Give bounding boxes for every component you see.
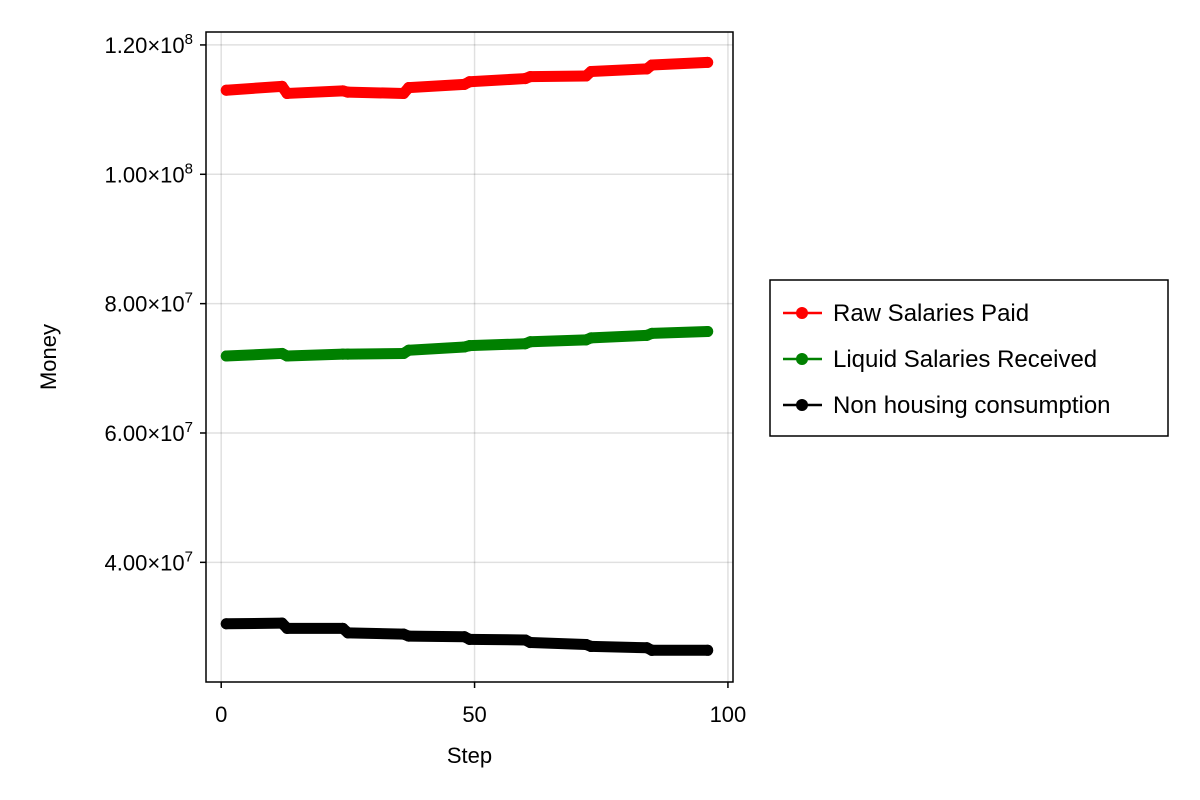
series-segment [464, 338, 531, 352]
x-tick-label: 0 [215, 702, 227, 727]
series-segment [524, 637, 592, 650]
series-segment [342, 347, 410, 360]
series-segment [220, 80, 288, 96]
legend-item: Liquid Salaries Received [783, 346, 1097, 373]
data-point [646, 327, 658, 339]
data-point [281, 87, 293, 99]
series-non-housing-consumption [220, 617, 714, 656]
legend-item: Non housing consumption [783, 392, 1111, 419]
series-segment [646, 325, 714, 339]
data-point [281, 622, 293, 634]
series-segment [220, 347, 288, 362]
x-axis-label: Step [447, 743, 492, 768]
legend-box [769, 279, 1169, 437]
data-point [342, 348, 354, 360]
y-tick-label: 6.00×107 [105, 419, 193, 446]
legend: Raw Salaries Paid Liquid Salaries Receive… [769, 279, 1169, 437]
data-point [702, 325, 714, 337]
ticks: 0 50 100 4.00×107 6.00×107 8.00×107 1.00×108 1.… [105, 31, 747, 727]
data-point [403, 630, 415, 642]
legend-label: Non housing consumption [833, 392, 1111, 419]
data-point [342, 627, 354, 639]
data-point [524, 637, 536, 649]
series-segment [585, 329, 653, 344]
y-axis-label: Money [36, 324, 61, 390]
data-point [220, 84, 232, 96]
data-point [585, 332, 597, 344]
legend-swatch-marker [796, 399, 808, 411]
legend-label: Raw Salaries Paid [833, 300, 1029, 327]
plot-frame [205, 31, 734, 683]
legend-item: Raw Salaries Paid [783, 300, 1029, 327]
data-point [524, 336, 536, 348]
y-tick-label: 1.00×108 [105, 160, 193, 187]
series-liquid-salaries-received [220, 325, 714, 362]
series-segment [524, 70, 592, 83]
data-point [585, 640, 597, 652]
series-segment [585, 63, 653, 77]
data-point [281, 350, 293, 362]
series-segment [464, 633, 531, 646]
series-segment [342, 627, 410, 640]
legend-label: Liquid Salaries Received [833, 346, 1097, 373]
data-point [220, 350, 232, 362]
series-raw-salaries-paid [220, 56, 714, 99]
series-segment [585, 640, 653, 654]
data-point [646, 59, 658, 71]
data-point [403, 82, 415, 94]
legend-swatch-marker [796, 307, 808, 319]
data-point [342, 86, 354, 98]
data-point [464, 340, 475, 352]
series-segment [464, 73, 531, 88]
series-segment [646, 56, 714, 71]
series-segment [281, 85, 349, 99]
series-segment [220, 617, 288, 630]
data-point [702, 56, 714, 68]
series-segment [403, 341, 470, 356]
data-point [403, 344, 415, 356]
data-point [524, 71, 536, 83]
y-tick-label: 1.20×108 [105, 31, 193, 58]
grid [206, 32, 733, 682]
x-tick-label: 100 [710, 702, 747, 727]
series-segment [403, 78, 470, 94]
data-point [646, 644, 658, 656]
series-segment [403, 630, 470, 643]
series-group [220, 56, 714, 656]
y-tick-label: 8.00×107 [105, 290, 193, 317]
data-point [585, 65, 597, 77]
data-point [220, 618, 232, 630]
series-segment [524, 334, 592, 348]
y-tick-label: 4.00×107 [105, 548, 193, 575]
legend-swatch-marker [796, 353, 808, 365]
data-point [702, 644, 714, 656]
data-point [464, 76, 475, 88]
data-point [464, 633, 475, 645]
x-tick-label: 50 [462, 702, 486, 727]
series-segment [281, 348, 349, 362]
series-segment [342, 86, 410, 99]
